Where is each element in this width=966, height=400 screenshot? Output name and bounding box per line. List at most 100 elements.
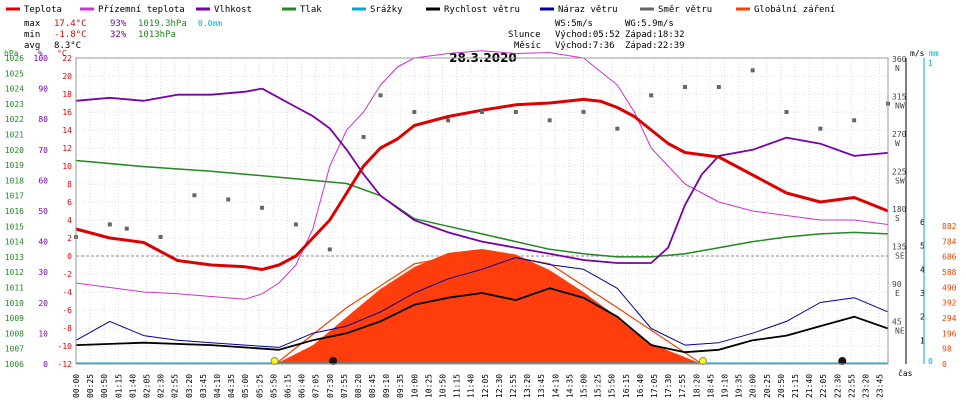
x-tick-label: 22:30 (833, 374, 842, 398)
x-tick-label: 15:00 (580, 374, 589, 398)
wind-dir-tick-label: 135 (892, 242, 907, 251)
press-tick-label: 1024 (5, 85, 24, 94)
x-tick-label: 07:55 (340, 374, 349, 398)
temp-tick-label: 12 (62, 144, 72, 153)
rad-tick-label: 784 (942, 237, 957, 246)
x-tick-label: 20:25 (763, 374, 772, 398)
temp-tick-label: 16 (62, 108, 72, 117)
temp-tick-label: -6 (62, 306, 72, 315)
wind-dir-point (412, 109, 417, 114)
x-tick-label: 14:10 (551, 374, 560, 398)
ms-tick-label: 5 (920, 242, 925, 251)
temp-tick-label: 2 (67, 234, 72, 243)
wind-dir-tick-label: 225 (892, 167, 907, 176)
axis-unit-pct: % (38, 49, 43, 58)
x-tick-label: 15:25 (594, 374, 603, 398)
x-tick-label: 11:40 (467, 374, 476, 398)
x-tick-label: 02:05 (142, 374, 151, 398)
ms-tick-label: 1 (920, 336, 925, 345)
legend-label: Tlak (300, 5, 322, 15)
x-tick-label: 09:10 (382, 374, 391, 398)
x-tick-label: 22:05 (819, 374, 828, 398)
info-sun-set: Západ:18:32 (625, 30, 685, 40)
plot-area (74, 50, 890, 365)
x-tick-label: 05:25 (255, 374, 264, 398)
wind-dir-compass-label: SW (895, 176, 905, 185)
x-tick-label: 20:50 (777, 374, 786, 398)
axis-unit-ms: m/s (910, 49, 925, 58)
wind-dir-point (327, 247, 332, 252)
stats-max-press: 1019.3hPa (138, 19, 187, 29)
x-tick-label: 17:05 (650, 374, 659, 398)
x-tick-label: 00:25 (86, 374, 95, 398)
x-tick-label: 13:20 (523, 374, 532, 398)
x-tick-label: 10:50 (439, 374, 448, 398)
pct-tick-label: 50 (38, 207, 48, 216)
temp-tick-label: 14 (62, 126, 72, 135)
x-tick-label: 05:00 (241, 374, 250, 398)
x-tick-label: 04:35 (227, 374, 236, 398)
x-tick-label: 12:55 (509, 374, 518, 398)
wind-dir-compass-label: N (895, 64, 900, 73)
radiation-area (275, 249, 702, 364)
wind-dir-point (124, 226, 129, 231)
temp-tick-label: 20 (62, 72, 72, 81)
legend-item: Srážky (352, 5, 403, 15)
wind-dir-point (192, 193, 197, 198)
legend-label: Přízemní teplota (98, 5, 185, 15)
x-tick-label: 08:45 (368, 374, 377, 398)
stats-max-rain: 0.0mm (198, 19, 222, 28)
info-moon-set: Západ:22:39 (625, 41, 685, 51)
wind-dir-point (547, 118, 552, 123)
stats-avg-temp: 8.3°C (54, 41, 81, 51)
sunset-marker (698, 357, 707, 365)
wind-dir-point (615, 126, 620, 131)
wind-dir-point (649, 93, 654, 98)
axis-unit-mm: mm (929, 49, 939, 58)
x-axis-label: čas (898, 368, 913, 378)
x-tick-label: 21:40 (805, 374, 814, 398)
pct-tick-label: 20 (38, 299, 48, 308)
x-tick-label: 22:55 (847, 374, 856, 398)
axes: 00:00 00:25 00:50 01:15 01:40 02:05 02:30 02:55… (5, 54, 957, 398)
stats-max-hum: 93% (110, 19, 127, 29)
x-tick-label: 02:55 (171, 374, 180, 398)
press-tick-label: 1015 (5, 222, 24, 231)
x-tick-label: 16:40 (636, 374, 645, 398)
temp-tick-label: 18 (62, 90, 72, 99)
press-tick-label: 1012 (5, 268, 24, 277)
stats-max-label: max (24, 19, 41, 29)
rad-tick-label: 196 (942, 329, 957, 338)
wind-dir-point (107, 222, 112, 227)
legend-item: Globální záření (736, 5, 835, 15)
x-tick-label: 15:50 (608, 374, 617, 398)
wind-dir-point (852, 118, 857, 123)
stats-min-temp: -1.8°C (54, 30, 87, 40)
x-tick-label: 14:35 (565, 374, 574, 398)
x-tick-label: 09:35 (396, 374, 405, 398)
wind-dir-compass-label: E (895, 289, 900, 298)
temp-tick-label: 6 (67, 198, 72, 207)
legend-item: Náraz větru (540, 5, 618, 15)
stats-avg-label: avg (24, 41, 40, 51)
x-tick-label: 06:40 (298, 374, 307, 398)
ms-tick-label: 3 (920, 289, 925, 298)
x-tick-label: 03:45 (199, 374, 208, 398)
press-tick-label: 1021 (5, 131, 24, 140)
x-tick-label: 00:50 (100, 374, 109, 398)
moonrise-marker (329, 357, 338, 365)
press-tick-label: 1020 (5, 146, 24, 155)
pressure-line (75, 159, 889, 258)
info-sun-rise: Východ:05:52 (555, 30, 620, 40)
x-tick-label: 04:10 (213, 374, 222, 398)
stats-max-temp: 17.4°C (54, 19, 87, 29)
wind-dir-point (480, 109, 484, 114)
legend-label: Teplota (24, 5, 62, 15)
press-tick-label: 1010 (5, 299, 24, 308)
wind-dir-compass-label: S (895, 214, 900, 223)
mm-tick-label: 1 (928, 59, 933, 68)
rad-tick-label: 490 (942, 283, 957, 292)
ms-tick-label: 6 (920, 218, 925, 227)
wind-dir-tick-label: 270 (892, 130, 907, 139)
